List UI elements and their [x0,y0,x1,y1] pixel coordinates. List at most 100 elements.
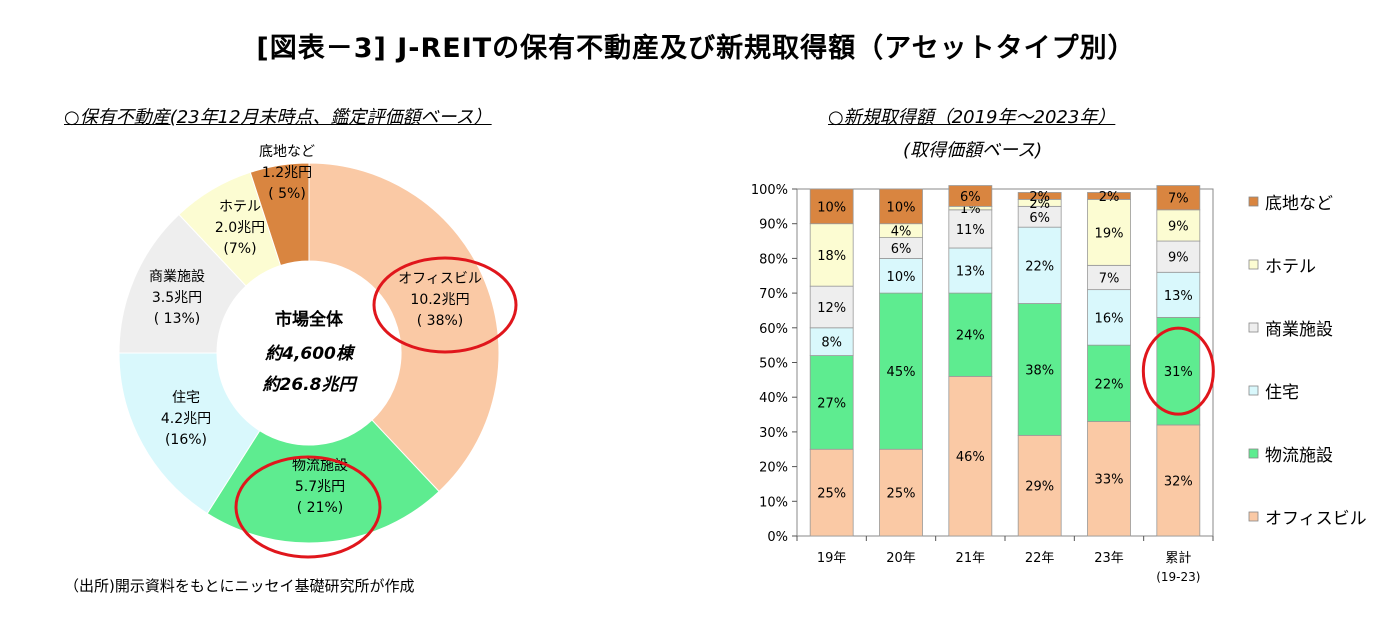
figure-title: [図表－3] J-REITの保有不動産及び新規取得額（アセットタイプ別） [256,33,1136,64]
bar-value-label-s3-c2: 10% [887,270,916,285]
y-tick-label-3: 30% [759,426,788,441]
y-tick-label-2: 20% [759,461,788,476]
highlight-ellipse-office [372,256,518,354]
legend-label-2: ホテル [1265,257,1316,277]
bar-segment-s6-c5 [1087,192,1131,200]
donut-center-buildings: 約4,600棟 [265,344,356,364]
bar-segment-s3-c6 [1156,271,1201,318]
donut-label-5-line2: 2.0兆円 [215,220,265,236]
bar-value-label-s1-c3: 46% [956,450,985,465]
bar-value-label-s1-c5: 33% [1095,473,1124,488]
donut-label-5-line3: (7%) [223,241,256,257]
legend-swatch-5 [1248,448,1259,459]
bar-segment-s3-c4 [1017,226,1062,304]
x-tick-label-5: 23年 [1094,551,1124,566]
x-tick-label-1: 19年 [817,551,847,566]
donut-label-4-line1: 商業施設 [149,269,205,285]
y-tick-label-5: 50% [759,357,788,372]
bar-value-label-s3-c1: 8% [821,336,842,351]
x-tick-sublabel-6: (19-23) [1156,570,1200,584]
bar-value-label-s4-c3: 11% [956,223,985,238]
donut-label-6-line2: 1.2兆円 [262,165,312,181]
bar-value-label-s4-c4: 6% [1029,211,1050,226]
bar-value-label-s5-c1: 18% [817,249,846,264]
bar-value-label-s2-c3: 24% [956,329,985,344]
legend-label-4: 住宅 [1265,383,1299,403]
legend-swatch-2 [1248,259,1259,270]
bar-value-label-s2-c1: 27% [817,396,846,411]
donut-label-2-line3: ( 21%) [297,500,344,516]
bar-segment-s5-c6 [1156,209,1201,242]
bar-segment-s6-c6 [1156,185,1201,211]
legend-label-3: 商業施設 [1265,320,1333,340]
legend-swatch-6 [1248,511,1259,522]
bar-value-label-s4-c2: 6% [891,242,912,257]
bar-value-label-s3-c3: 13% [956,265,985,280]
y-tick-label-1: 10% [759,495,788,510]
bar-value-label-s6-c3: 6% [960,190,981,205]
highlight-circle-cumulative-logistics [1141,326,1215,416]
legend-label-6: オフィスビル [1265,509,1367,529]
bar-segment-s3-c2 [879,257,923,294]
y-tick-label-6: 60% [759,322,788,337]
x-tick-label-3: 21年 [956,551,986,566]
bar-value-label-s4-c1: 12% [817,301,846,316]
donut-label-3-line3: (16%) [165,432,207,448]
bar-value-label-s3-c4: 22% [1025,259,1054,274]
bar-value-label-s6-c4: 2% [1029,190,1050,205]
bar-segment-s6-c1 [809,188,854,225]
donut-label-2-line2: 5.7兆円 [295,479,345,495]
bar-segment-s4-c1 [809,285,854,329]
bar-value-label-s5-c6: 9% [1168,219,1189,234]
bar-segment-s4-c6 [1156,240,1201,273]
y-tick-label-7: 70% [759,287,788,302]
x-tick-label-6: 累計 [1165,550,1191,566]
bar-segment-s5-c5 [1087,199,1131,266]
bar-value-label-s1-c1: 25% [817,487,846,502]
bar-segment-s6-c2 [879,188,923,225]
bar-segment-s3-c3 [948,247,993,294]
bar-segment-s5-c1 [809,223,854,287]
bar-value-label-s1-c2: 25% [887,487,916,502]
donut-label-1-line3: ( 38%) [417,313,464,329]
y-tick-label-8: 80% [759,252,788,267]
donut-slice-1 [308,162,500,493]
x-tick-label-4: 22年 [1025,551,1055,566]
legend-label-5: 物流施設 [1265,446,1333,466]
bar-subtitle-line2: (取得価額ベース) [903,140,1043,161]
donut-slice-3 [118,352,261,515]
bar-value-label-s5-c4: 2% [1029,197,1050,212]
bar-segment-s6-c4 [1017,192,1062,200]
y-tick-label-9: 90% [759,218,788,233]
bar-segment-s1-c6 [1156,424,1201,537]
bar-value-label-s2-c5: 22% [1095,377,1124,392]
source-note: （出所)開示資料をもとにニッセイ基礎研究所が作成 [64,577,415,595]
bar-value-label-s1-c6: 32% [1164,474,1193,489]
y-tick-label-0: 0% [767,530,788,545]
bar-plot-area [796,188,1214,537]
bar-segment-s1-c3 [948,375,993,537]
bar-value-label-s1-c4: 29% [1025,480,1054,495]
bar-value-label-s2-c4: 38% [1025,363,1054,378]
donut-label-5-line1: ホテル [219,199,261,215]
donut-label-6-line3: ( 5%) [268,186,306,202]
bar-segment-s2-c5 [1087,344,1131,422]
bar-segment-s2-c3 [948,292,993,377]
x-tick-label-2: 20年 [886,551,916,566]
donut-label-2-line1: 物流施設 [292,458,348,474]
bar-value-label-s2-c2: 45% [887,365,916,380]
y-tick-label-10: 100% [751,183,788,198]
bar-value-label-s3-c5: 16% [1095,311,1124,326]
bar-value-label-s3-c6: 13% [1164,289,1193,304]
bar-value-label-s5-c5: 19% [1095,226,1124,241]
legend-swatch-4 [1248,385,1259,396]
bar-value-label-s4-c5: 7% [1099,271,1120,286]
bar-segment-s6-c3 [948,185,993,207]
donut-label-1-line2: 10.2兆円 [410,292,469,308]
donut-label-3-line2: 4.2兆円 [161,411,211,427]
bar-segment-s2-c2 [879,292,923,450]
donut-label-4-line3: ( 13%) [154,311,201,327]
highlight-ellipse-logistics [234,455,382,559]
bar-segment-s4-c5 [1087,264,1131,291]
